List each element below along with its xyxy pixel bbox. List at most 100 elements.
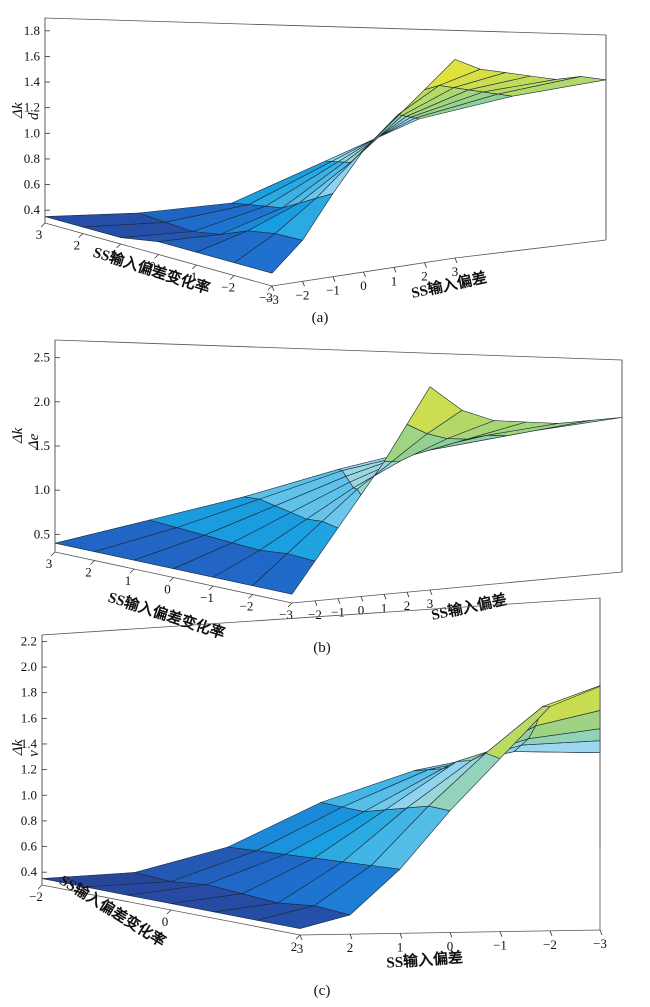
- x-tick-label: −2: [308, 607, 322, 622]
- z-axis-label: Δk: [10, 102, 26, 119]
- x-tick-label: 0: [447, 939, 454, 954]
- z-tick-label: 0.4: [21, 864, 38, 879]
- y-tick-mark: [78, 233, 84, 238]
- z-tick-label: 1.8: [21, 685, 37, 700]
- z-tick-label: 1.4: [24, 74, 41, 89]
- axis-box-right-base: [454, 239, 607, 259]
- x-tick-label: −1: [331, 605, 345, 620]
- y-tick-mark: [116, 243, 121, 249]
- y-tick-label: −3: [279, 607, 293, 622]
- x-tick-mark: [363, 271, 366, 278]
- x-axis-label: SS输入偏差: [430, 590, 509, 624]
- z-tick-label: 1.8: [24, 23, 40, 38]
- x-tick-mark: [332, 276, 336, 282]
- y-tick-label: 0: [164, 582, 171, 597]
- x-tick-mark: [449, 932, 453, 938]
- surface-patch: [356, 114, 399, 157]
- y-tick-label: 2: [74, 238, 81, 253]
- x-tick-mark: [349, 934, 353, 940]
- x-tick-label: 1: [381, 600, 388, 615]
- axis-box-right-base: [429, 571, 623, 591]
- y-tick-label: −1: [200, 590, 214, 605]
- z-tick-label: 0.8: [24, 151, 40, 166]
- x-tick-label: −1: [326, 283, 340, 298]
- y-tick-mark: [37, 884, 43, 890]
- x-tick-label: −2: [296, 287, 310, 302]
- x-tick-label: 0: [358, 603, 365, 618]
- x-tick-label: 2: [347, 940, 354, 955]
- x-tick-label: −3: [265, 292, 279, 307]
- x-tick-label: 2: [421, 269, 428, 284]
- x-tick-mark: [454, 257, 458, 264]
- surface-plot-a: 0.4 0.6 0.8 1.0 1.2 1.4 1.6 1.8 −3 −2 −1 0 1 2 3 3 2 1 0 −1…: [10, 17, 607, 326]
- x-tick-mark: [549, 930, 553, 936]
- x-tick-mark: [499, 931, 503, 937]
- x-tick-label: 3: [427, 596, 434, 611]
- x-axis-label: SS输入偏差: [386, 948, 464, 971]
- x-tick-mark: [383, 594, 387, 600]
- z-axis-label-subscript: d: [26, 112, 42, 120]
- z-tick-label: 1.5: [34, 438, 50, 453]
- x-tick-label: 2: [404, 598, 411, 613]
- y-tick-mark: [192, 264, 197, 270]
- z-tick-label: 1.0: [21, 787, 37, 802]
- y-tick-label: 1: [125, 573, 132, 588]
- x-tick-label: 1: [397, 939, 404, 954]
- x-tick-mark: [314, 600, 318, 606]
- surface-patch: [331, 116, 416, 162]
- x-tick-mark: [271, 285, 275, 292]
- panel-caption: (c): [314, 983, 331, 999]
- z-tick-label: 0.4: [24, 202, 41, 217]
- y-tick-label: −3: [259, 290, 273, 305]
- surface-plot-c: 0.40.60.81.01.21.41.61.82.02.23 2 1 0 −1 −2 −3…: [10, 597, 607, 999]
- z-tick-label: 1.2: [21, 762, 37, 777]
- y-tick-mark: [287, 602, 293, 608]
- x-tick-mark: [302, 281, 305, 287]
- x-tick-mark: [429, 589, 433, 596]
- y-tick-mark: [267, 285, 273, 291]
- x-tick-label: 3: [452, 264, 459, 279]
- z-tick-label: 1.6: [24, 48, 41, 63]
- y-tick-label: 1: [111, 248, 118, 263]
- y-tick-mark: [154, 254, 159, 259]
- x-tick-mark: [360, 596, 364, 602]
- panel-caption: (b): [313, 640, 331, 656]
- x-tick-label: −1: [493, 938, 507, 953]
- z-tick-label: 0.5: [34, 526, 50, 541]
- x-tick-mark: [299, 934, 303, 941]
- x-tick-mark: [399, 933, 403, 939]
- z-tick-label: 1.0: [34, 482, 50, 497]
- z-tick-label: 1.6: [21, 710, 38, 725]
- x-tick-mark: [393, 267, 397, 273]
- surface-patch: [406, 386, 463, 435]
- z-axis-label-subscript: Δe: [26, 433, 42, 450]
- z-tick-label: 1.4: [21, 736, 38, 751]
- x-tick-label: −2: [543, 937, 557, 952]
- y-tick-label: 2: [291, 939, 298, 954]
- x-tick-label: 1: [391, 273, 398, 288]
- z-tick-label: 1.2: [24, 100, 40, 115]
- surface-patch: [542, 685, 601, 707]
- z-tick-label: 2.0: [34, 394, 50, 409]
- x-tick-mark: [337, 598, 341, 604]
- y-tick-mark: [169, 577, 174, 582]
- surface-patch: [325, 117, 420, 162]
- y-tick-mark: [229, 275, 235, 280]
- y-tick-label: −2: [240, 599, 254, 614]
- x-tick-label: −3: [593, 936, 607, 951]
- y-tick-label: −2: [221, 280, 235, 295]
- z-tick-label: 2.5: [34, 350, 50, 365]
- y-tick-label: 0: [149, 259, 156, 274]
- x-tick-mark: [406, 592, 410, 598]
- x-tick-label: 0: [360, 278, 367, 293]
- z-axis-label-subscript: v: [26, 750, 42, 757]
- x-tick-label: 3: [297, 941, 304, 956]
- panel-caption: (a): [312, 310, 329, 326]
- y-tick-mark: [40, 222, 46, 228]
- axis-box-back: [44, 17, 607, 240]
- y-tick-mark: [208, 585, 214, 591]
- y-tick-label: −1: [183, 269, 197, 284]
- x-tick-mark: [424, 262, 427, 268]
- y-tick-mark: [248, 594, 253, 599]
